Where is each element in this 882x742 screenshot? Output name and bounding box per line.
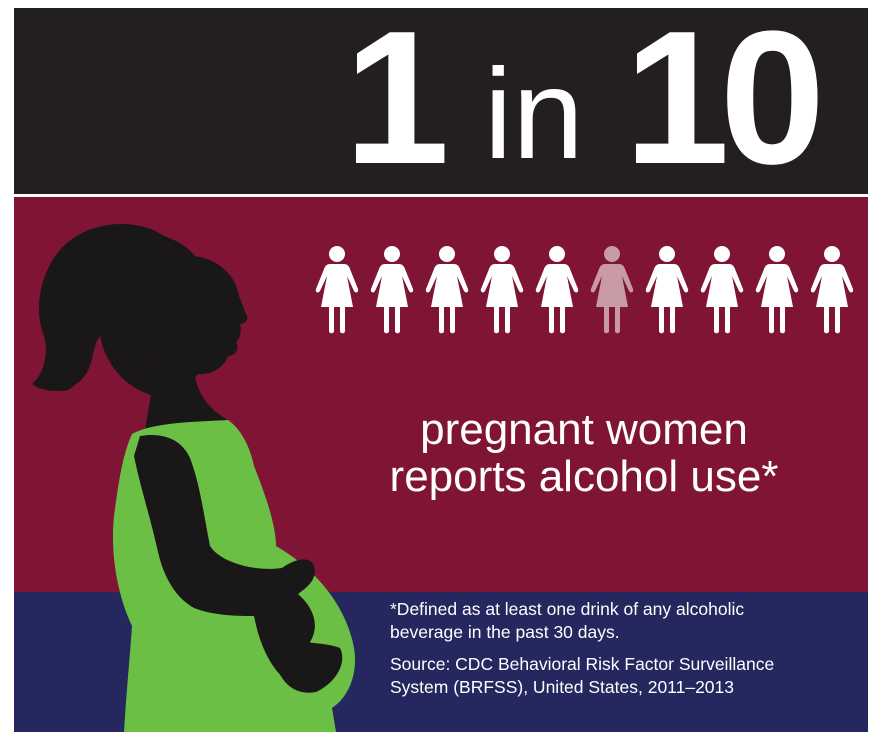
woman-figure-icon (369, 245, 415, 335)
woman-figure-icon-highlighted (589, 245, 635, 335)
pregnant-woman-silhouette-icon (14, 196, 374, 732)
woman-figure-icon (699, 245, 745, 335)
headline-total: 10 (624, 8, 825, 204)
source-line-1: Source: CDC Behavioral Risk Factor Surve… (390, 654, 775, 674)
headline: 1 in 10 (334, 8, 868, 198)
woman-figure-icon (809, 245, 855, 335)
statistic-statement: pregnant women reports alcohol use* (314, 406, 854, 500)
band-divider (14, 194, 868, 197)
infographic: 1 in 10 pregnant (14, 8, 868, 732)
headline-connector: in (484, 43, 584, 186)
woman-figure-icon (424, 245, 470, 335)
woman-figure-icon (314, 245, 360, 335)
headline-band (14, 8, 868, 196)
definition-line-1: *Defined as at least one drink of any al… (390, 599, 745, 619)
statement-line-2: reports alcohol use* (389, 452, 779, 501)
source-line-2: System (BRFSS), United States, 2011–2013 (390, 677, 735, 697)
woman-figure-icon (534, 245, 580, 335)
statement-line-1: pregnant women (420, 405, 748, 454)
definition-line-2: beverage in the past 30 days. (390, 622, 620, 642)
woman-figure-icon (644, 245, 690, 335)
definition-note: *Defined as at least one drink of any al… (390, 598, 860, 644)
woman-icon-row (314, 245, 859, 335)
headline-number: 1 (344, 8, 450, 204)
footnote: *Defined as at least one drink of any al… (390, 598, 860, 708)
source-note: Source: CDC Behavioral Risk Factor Surve… (390, 653, 860, 699)
woman-figure-icon (754, 245, 800, 335)
woman-figure-icon (479, 245, 525, 335)
